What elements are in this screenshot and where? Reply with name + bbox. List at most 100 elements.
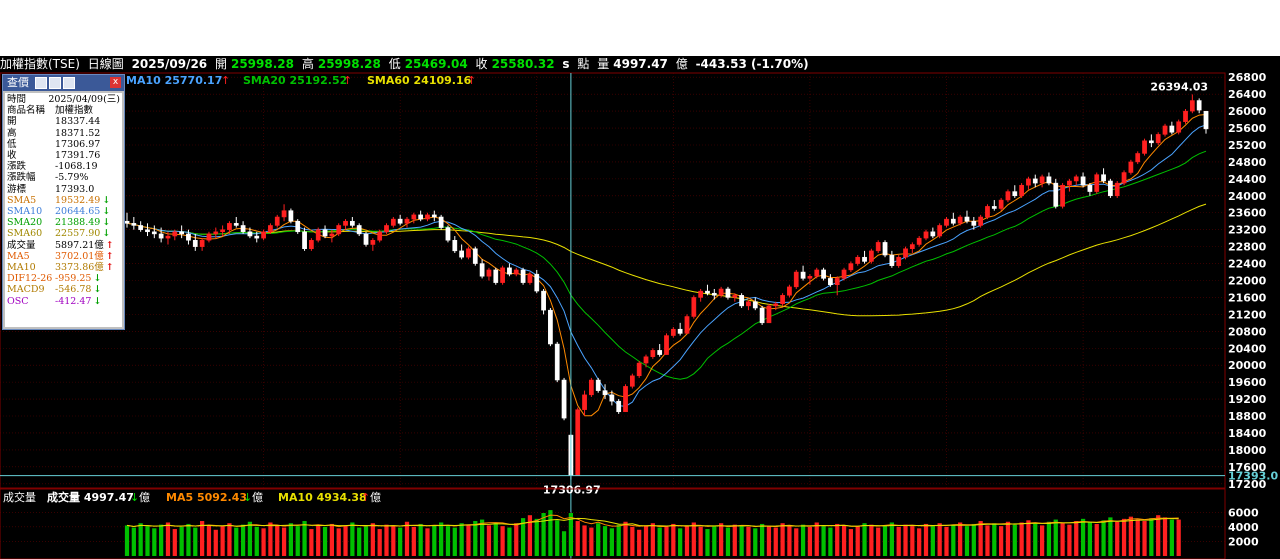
restore-icon[interactable] [48, 77, 61, 89]
candle-body [452, 240, 458, 252]
volume-bar [698, 526, 703, 556]
candle [1060, 183, 1065, 209]
vol-ma10-up-arrow: ↑ [361, 491, 370, 504]
volume-bar [186, 523, 191, 556]
close-icon[interactable]: x [110, 77, 121, 88]
candle [575, 407, 581, 476]
candle [479, 259, 485, 279]
volume-tick-label: 4000 [1228, 521, 1259, 534]
candle-body [561, 379, 567, 419]
volume-bar [350, 522, 355, 556]
down-arrow-icon: ↓ [102, 228, 111, 240]
volume-bar [1156, 515, 1161, 556]
volume-bar [357, 527, 362, 556]
info-panel-titlebar[interactable]: 查價 x [3, 75, 124, 91]
volume-bar [630, 526, 635, 556]
candle-body [950, 218, 956, 224]
volume-down-arrow: ↓ [130, 491, 139, 504]
info-key: 漲跌幅 [7, 172, 36, 184]
price-chart[interactable]: 17200 17600 18000 18400 18800 19200 19600 20000… [0, 56, 1280, 559]
pin-icon[interactable] [34, 77, 47, 89]
volume-bar [384, 524, 389, 556]
volume-bar [520, 518, 526, 556]
candle-body [739, 295, 744, 307]
quote-info-panel[interactable]: 查價 x 時間 2025/04/09(三) 商品名稱 加權指數開 18337.44 高 18… [2, 74, 125, 330]
candle-body [684, 316, 690, 334]
ma10-line [126, 124, 1207, 407]
info-row: 漲跌 -1068.19 [7, 161, 120, 172]
candle [206, 231, 212, 243]
volume-bar [616, 524, 621, 556]
volume-bar [855, 526, 860, 556]
candle [411, 212, 417, 224]
volume-tick-label: 2000 [1228, 535, 1259, 548]
y-tick-label: 17600 [1228, 461, 1267, 474]
candle-body [1128, 161, 1134, 173]
period-label[interactable]: 日線圖 [87, 57, 124, 71]
volume-bar [288, 523, 294, 556]
info-row: SMA20 21388.49 ↓ [7, 217, 120, 228]
candle-body [985, 206, 990, 218]
info-key: MACD9 [7, 284, 45, 296]
volume-bar [623, 521, 628, 556]
high-value: 25998.28 [317, 57, 381, 71]
down-arrow-icon: ↓ [93, 284, 102, 296]
candle [691, 295, 697, 319]
candle [172, 229, 178, 241]
candle-body [302, 231, 307, 249]
y-tick-label: 22800 [1228, 241, 1267, 254]
up-arrow-icon: ↑ [105, 250, 114, 262]
candle-body [725, 288, 731, 298]
volume-bar [671, 523, 676, 556]
info-row: 成交量 5897.21億 ↑ [7, 240, 120, 251]
candle [431, 210, 437, 222]
info-value: -1068.19 [55, 161, 98, 173]
candle [1039, 174, 1045, 188]
volume-tick-label: 6000 [1228, 506, 1259, 519]
candle-body [145, 229, 150, 233]
y-tick-label: 26800 [1228, 71, 1267, 84]
volume-bar [493, 522, 498, 556]
candle [329, 229, 335, 243]
candle-body [800, 271, 806, 279]
candle [179, 225, 184, 239]
candle-body [828, 278, 833, 285]
close-label: 收 [475, 57, 488, 71]
candle [288, 208, 294, 224]
candle-body [1101, 174, 1106, 182]
volume-bar [1060, 523, 1065, 556]
resize-icon[interactable] [62, 77, 75, 89]
candle [787, 284, 792, 298]
candle [971, 216, 977, 230]
header-bar: 加權指數(TSE) 日線圖 2025/09/26 開 25998.28 高 2599… [0, 56, 1280, 73]
info-row: 高 18371.52 [7, 128, 120, 139]
candle-body [534, 273, 540, 292]
candle [623, 384, 628, 413]
candle-body [179, 231, 184, 235]
candle-body [507, 267, 512, 275]
volume-value: 4997.47 [613, 57, 668, 71]
volume-bar [432, 525, 437, 556]
candle-body [288, 210, 294, 222]
y-tick-label: 24800 [1228, 156, 1267, 169]
candle-body [274, 216, 280, 226]
info-value: 18371.52 [55, 127, 101, 139]
volume-bar [548, 510, 553, 556]
y-tick-label: 21200 [1228, 308, 1267, 321]
candle-body [1032, 178, 1038, 184]
volume-bar [227, 523, 232, 556]
volume-bar [514, 523, 519, 556]
volume-bar [930, 525, 935, 556]
candle [739, 293, 744, 309]
candle [397, 214, 403, 226]
candle-body [1046, 176, 1052, 184]
change-value: -443.53 (-1.70%) [695, 57, 809, 71]
sma60-legend: SMA60 24109.16 [367, 74, 472, 87]
candle-body [281, 210, 287, 218]
info-key: 低 [7, 138, 17, 150]
candle-body [1183, 110, 1188, 122]
info-key: 商品名稱 [7, 105, 46, 117]
candle [1142, 138, 1147, 156]
low-label: 低 [388, 57, 401, 71]
volume-bar [131, 527, 136, 556]
